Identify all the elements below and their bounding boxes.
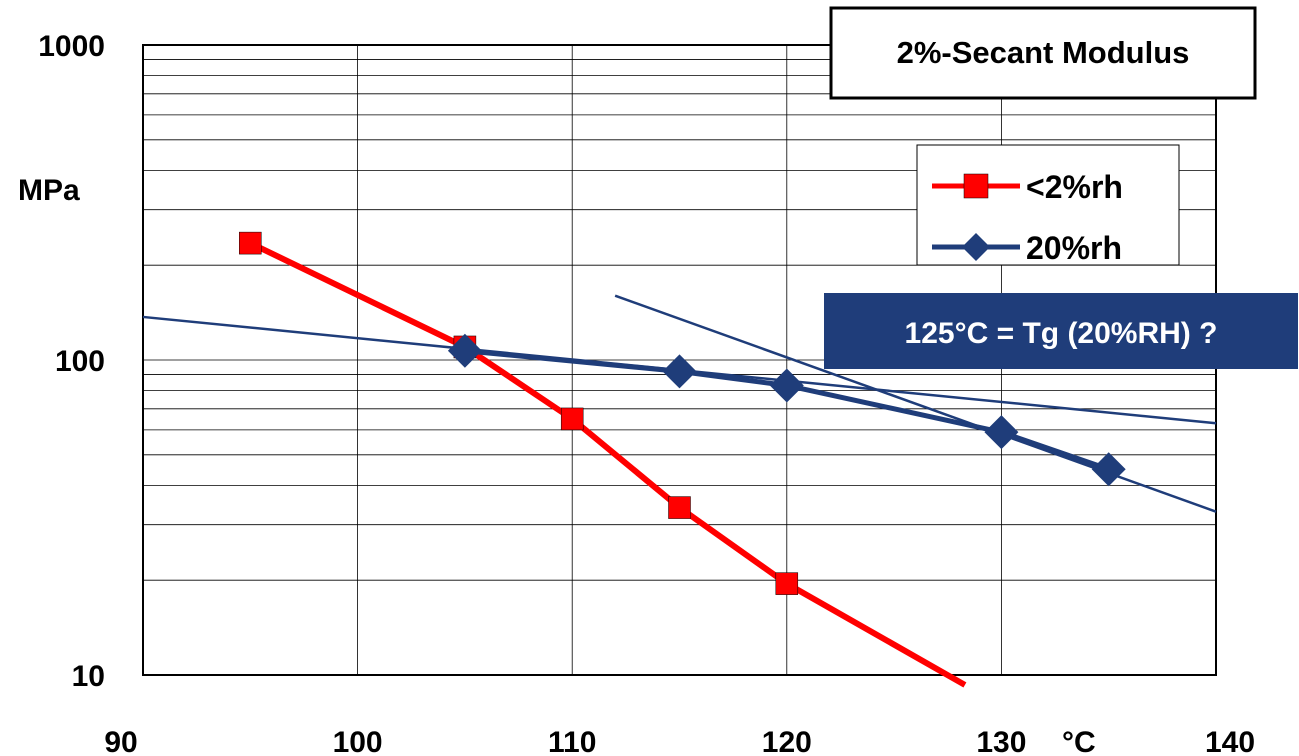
- data-point-series-2: [769, 368, 804, 403]
- data-point-series-2: [662, 354, 697, 389]
- data-point-series-1: [239, 231, 262, 255]
- y-axis-label: MPa: [18, 174, 80, 207]
- x-tick-label: 140: [1205, 726, 1255, 756]
- data-point-series-2: [447, 333, 482, 368]
- x-tick-label: 110: [548, 726, 596, 756]
- x-tick-label: 100: [333, 726, 383, 756]
- x-axis-unit-label: °C: [1062, 726, 1096, 756]
- series-line-1: [248, 240, 967, 688]
- series-markers: [239, 231, 1126, 595]
- x-tick-label: 90: [104, 726, 137, 756]
- annotation-text: 125°C = Tg (20%RH) ?: [905, 317, 1218, 350]
- annotation-box: 125°C = Tg (20%RH) ?: [824, 293, 1298, 369]
- legend-label-series-1: <2%rh: [1026, 169, 1123, 205]
- legend-marker-series-2: [962, 233, 990, 261]
- y-tick-label: 1000: [38, 30, 105, 63]
- legend-marker-series-1: [963, 173, 989, 199]
- x-tick-label: 120: [762, 726, 812, 756]
- legend: <2%rh 20%rh: [916, 144, 1180, 266]
- y-tick-label: 100: [55, 345, 105, 378]
- data-point-series-1: [668, 496, 691, 519]
- data-point-series-2: [984, 415, 1019, 450]
- data-point-series-1: [775, 572, 799, 595]
- data-point-series-1: [560, 407, 584, 431]
- y-axis-ticks: 10 100 1000: [38, 30, 105, 693]
- data-point-series-2: [1091, 452, 1126, 487]
- x-tick-label: 130: [976, 726, 1026, 756]
- y-tick-label: 10: [72, 660, 105, 693]
- chart-title: 2%-Secant Modulus: [897, 35, 1190, 70]
- x-axis-ticks: 90 100 110 120 130 140: [104, 726, 1255, 756]
- legend-label-series-2: 20%rh: [1026, 230, 1122, 266]
- title-box: 2%-Secant Modulus: [829, 6, 1257, 100]
